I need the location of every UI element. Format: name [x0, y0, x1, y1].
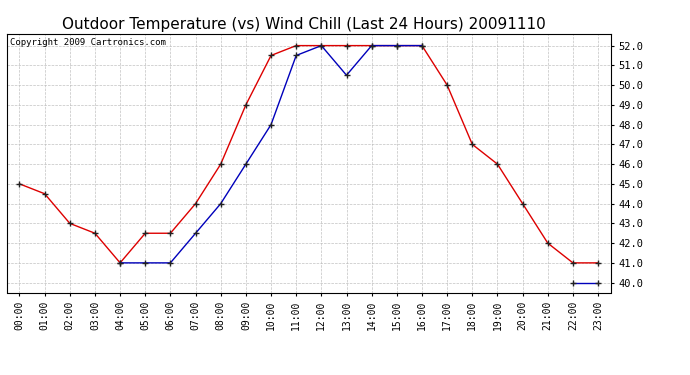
Text: Copyright 2009 Cartronics.com: Copyright 2009 Cartronics.com	[10, 38, 166, 46]
Text: Outdoor Temperature (vs) Wind Chill (Last 24 Hours) 20091110: Outdoor Temperature (vs) Wind Chill (Las…	[61, 17, 546, 32]
